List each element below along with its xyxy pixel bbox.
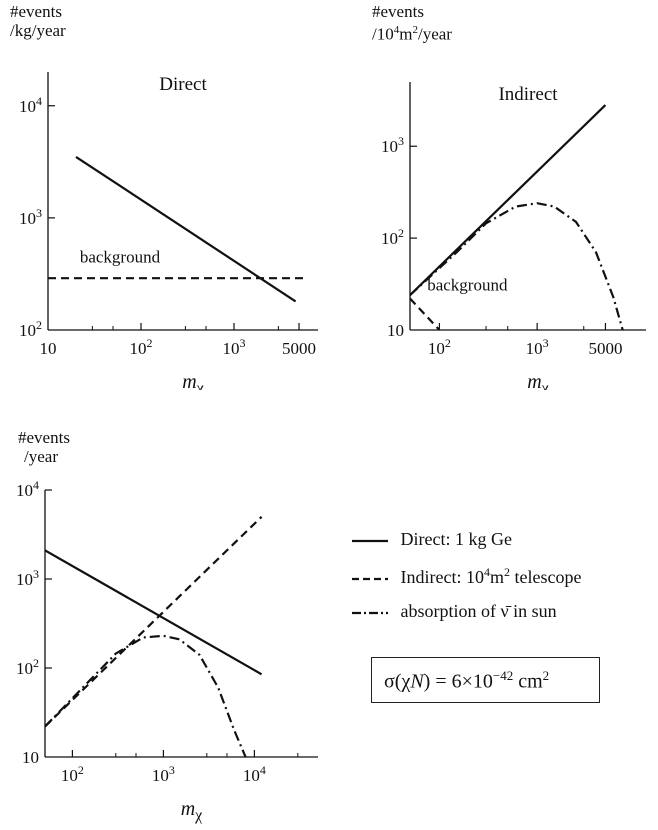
x-axis-label: mχ xyxy=(527,371,549,390)
y-tick-label: 10 xyxy=(22,748,39,767)
series-dashdot xyxy=(45,634,247,757)
combined-chart: 102 103 104 10 102 103 104 mχ xyxy=(16,478,318,824)
series-solid xyxy=(410,104,607,296)
cross-section-box: σ(χN) = 6×10−42 cm2 xyxy=(371,657,600,703)
legend-label-direct: Direct: 1 kg Ge xyxy=(400,529,512,549)
y-tick-label: 102 xyxy=(19,318,42,340)
x-tick-label: 104 xyxy=(243,763,266,785)
chart-title: Indirect xyxy=(498,84,558,105)
cross-section-text: σ(χN) = 6×10−42 cm2 xyxy=(384,668,550,693)
x-tick-label: 102 xyxy=(130,336,153,358)
x-tick-label: 103 xyxy=(526,336,549,358)
y-tick-label: 102 xyxy=(16,656,39,678)
y-tick-label: 103 xyxy=(16,567,39,589)
x-tick-label: 10 xyxy=(40,339,57,358)
x-axis-label: mχ xyxy=(182,371,204,390)
series-solid xyxy=(45,549,263,676)
series-dashed xyxy=(45,516,263,728)
x-tick-label: 103 xyxy=(223,336,246,358)
legend-line-solid xyxy=(352,539,388,542)
panel-direct-ylabel-line1: #events xyxy=(10,2,62,21)
panel-direct-ylabel: #events /kg/year xyxy=(10,2,66,40)
y-tick-label: 104 xyxy=(19,94,42,116)
legend-label-absorption: absorption of ν̄ in sun xyxy=(400,601,557,621)
annotation-background: background xyxy=(427,275,508,294)
panel-direct-ylabel-line2: /kg/year xyxy=(10,21,66,40)
legend-item-indirect: Indirect: 104m2 telescope xyxy=(350,565,581,589)
series-dashed xyxy=(410,297,441,330)
legend-line-dashed xyxy=(352,577,388,580)
panel-indirect-ylabel-line1: #events xyxy=(372,2,424,21)
panel-indirect-ylabel: #events /104m2/year xyxy=(372,2,452,44)
legend-label-indirect: Indirect: 104m2 telescope xyxy=(400,565,582,587)
panel-combined-ylabel: #events /year xyxy=(18,428,70,466)
indirect-chart: 102 103 5000 10 102 103 Indirect background mχ xyxy=(381,82,646,390)
x-tick-label: 102 xyxy=(428,336,451,358)
series-solid xyxy=(75,155,297,303)
legend-item-direct: Direct: 1 kg Ge xyxy=(350,529,512,551)
y-tick-label: 103 xyxy=(19,206,42,228)
panel-combined-ylabel-line2: /year xyxy=(24,447,58,466)
x-tick-label: 102 xyxy=(61,763,84,785)
x-tick-label: 103 xyxy=(152,763,175,785)
legend-item-absorption: absorption of ν̄ in sun xyxy=(350,601,557,623)
x-tick-label: 5000 xyxy=(588,339,622,358)
annotation-background: background xyxy=(80,247,161,266)
legend: Direct: 1 kg Ge Indirect: 104m2 telescop… xyxy=(350,525,650,625)
x-tick-label: 5000 xyxy=(282,339,316,358)
chart-title: Direct xyxy=(159,74,207,95)
y-tick-label: 10 xyxy=(387,321,404,340)
x-axis-label: mχ xyxy=(181,798,203,824)
panel-indirect-ylabel-line2: /104m2/year xyxy=(372,24,452,44)
y-tick-label: 102 xyxy=(381,226,404,248)
y-tick-label: 104 xyxy=(16,478,39,500)
y-tick-label: 103 xyxy=(381,134,404,156)
legend-line-dashdot xyxy=(352,611,388,614)
series-dashdot xyxy=(410,202,624,330)
panel-combined-ylabel-line1: #events xyxy=(18,428,70,447)
